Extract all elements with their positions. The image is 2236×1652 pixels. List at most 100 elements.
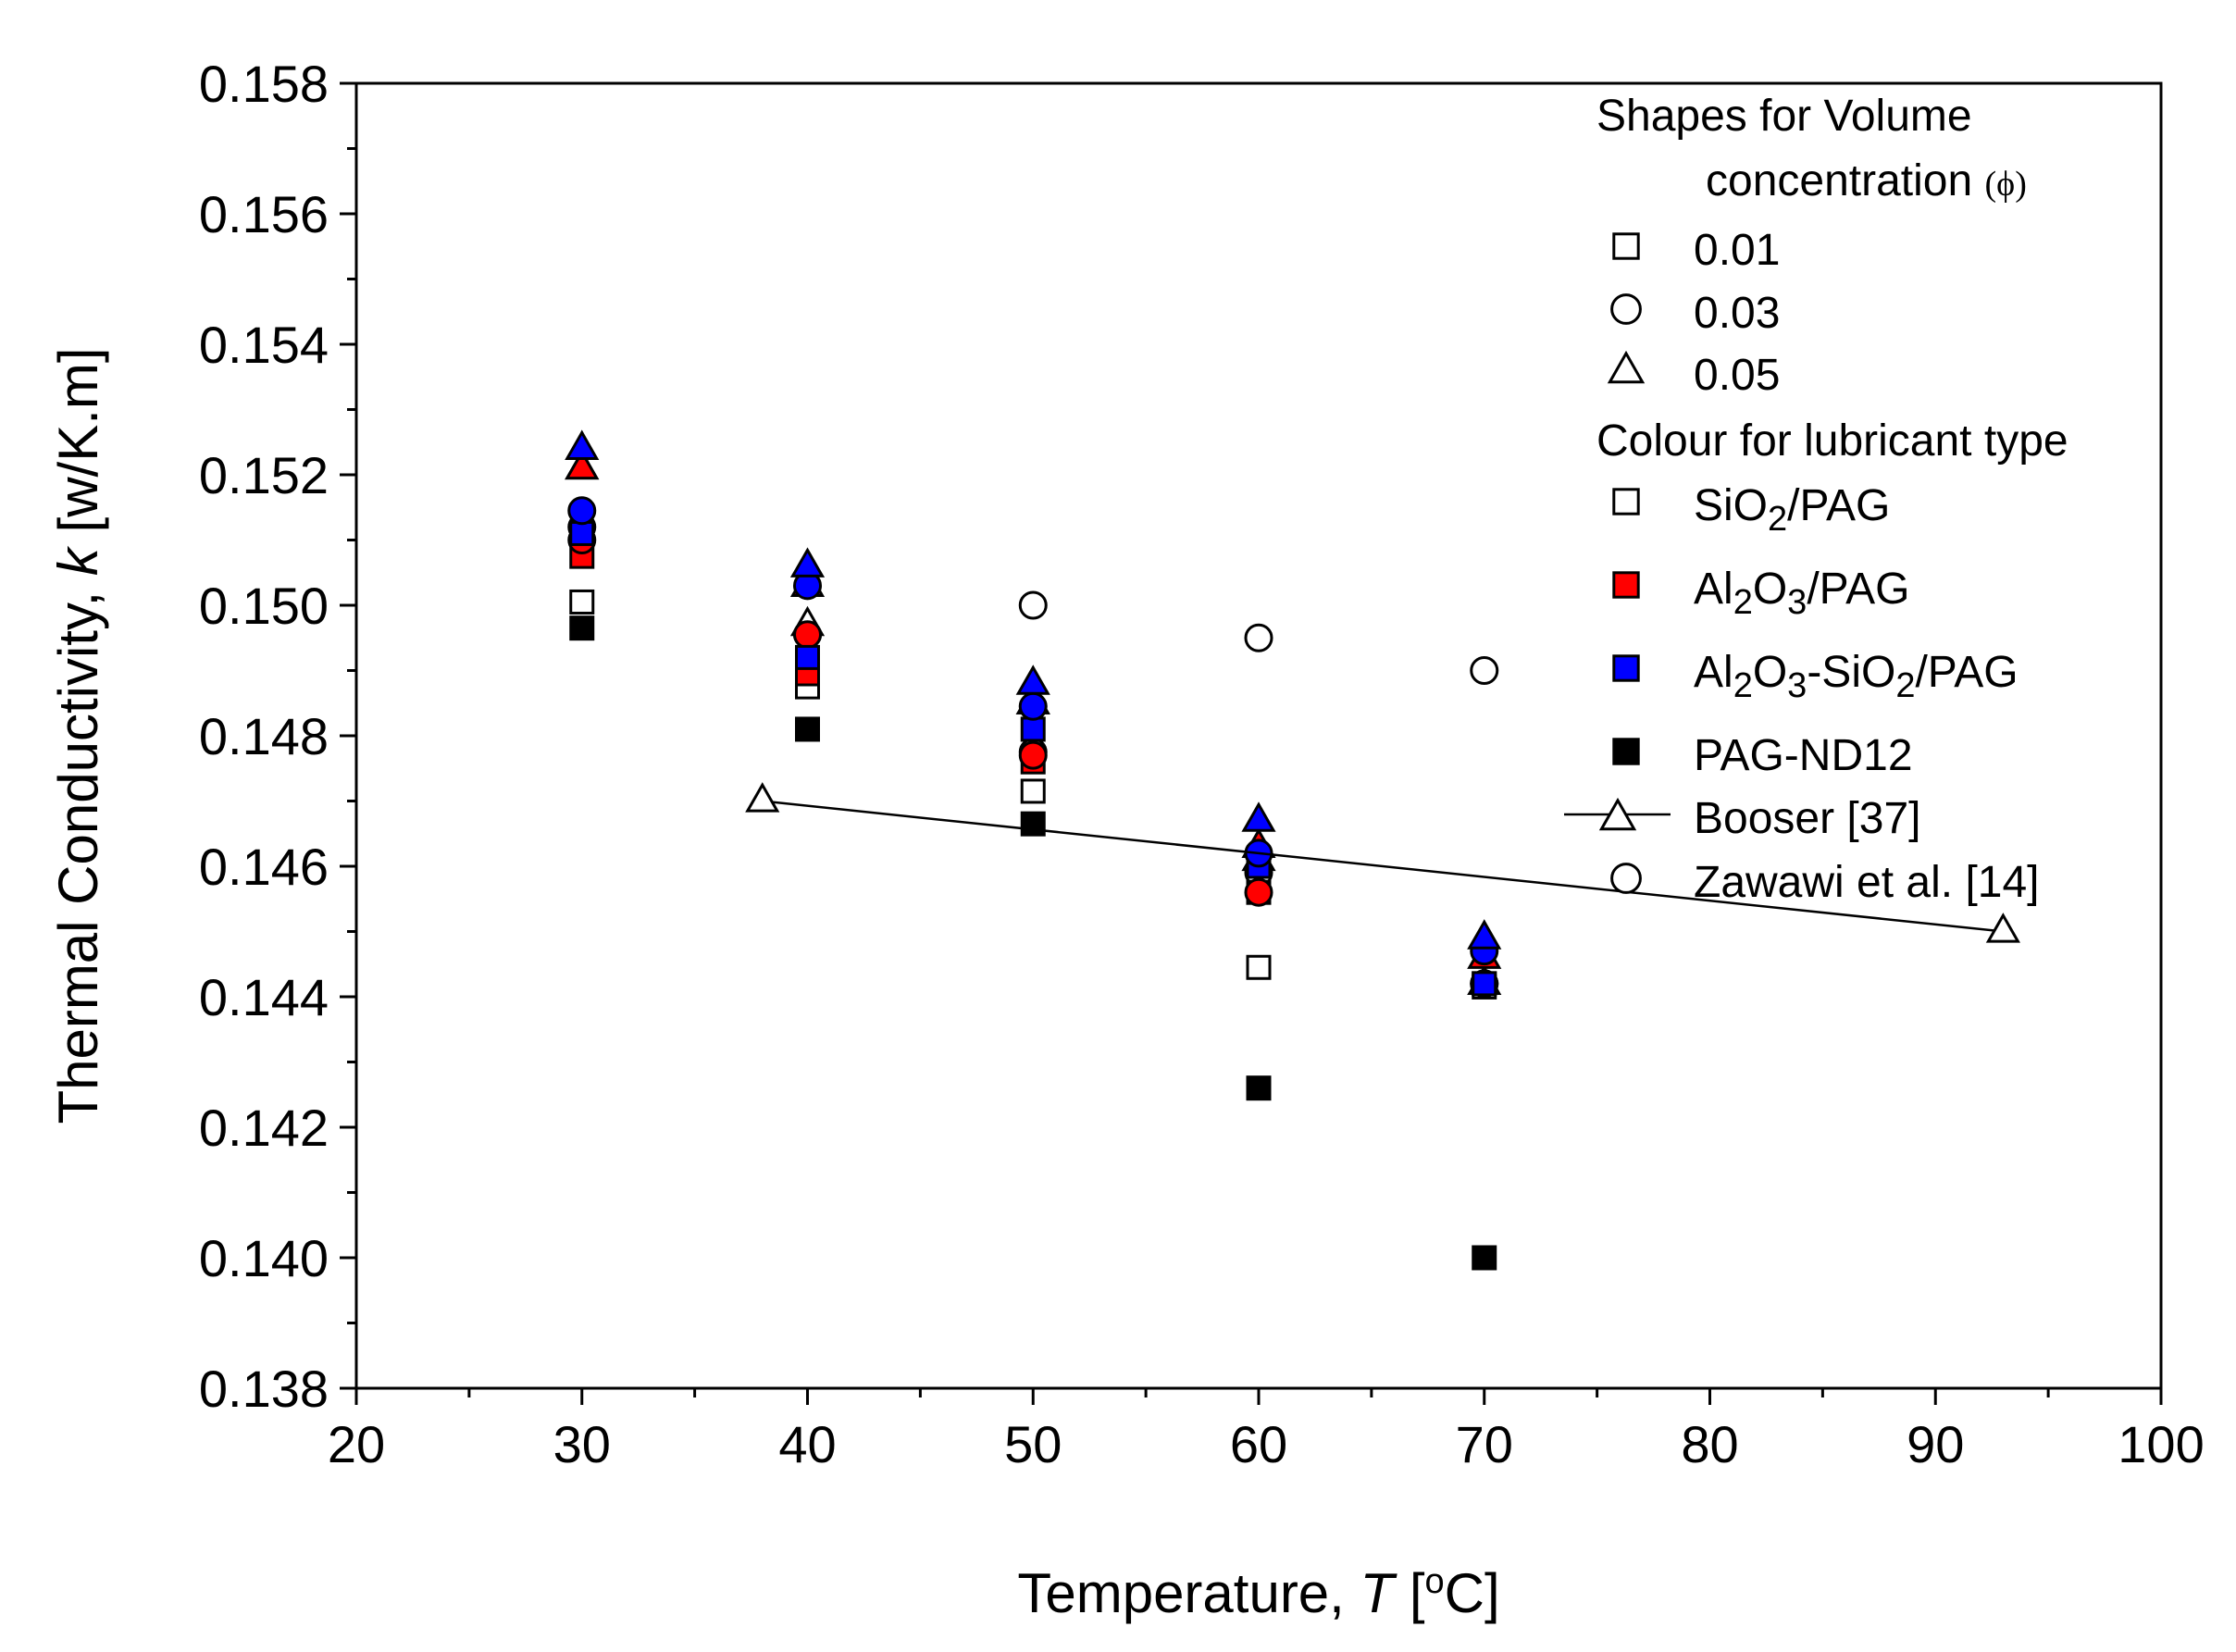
x-axis-title: Temperature, T [oC] bbox=[1017, 1562, 1499, 1624]
x-tick-label: 20 bbox=[328, 1415, 385, 1473]
label-part: O bbox=[1753, 565, 1787, 614]
data-point bbox=[789, 547, 826, 578]
label-part: O bbox=[1753, 648, 1787, 697]
y-title-prefix: Thermal Conductivity, bbox=[47, 576, 109, 1124]
legend-phi-symbol: (ϕ) bbox=[1985, 165, 2027, 204]
label-part: /PAG bbox=[1787, 481, 1890, 530]
data-point bbox=[1472, 971, 1497, 997]
y-tick-label: 0.154 bbox=[199, 316, 329, 374]
y-title-symbol: k bbox=[47, 545, 109, 576]
legend-shape-header-2: concentration (ϕ) bbox=[1706, 156, 2027, 205]
legend-marker-circle bbox=[1610, 293, 1642, 325]
label-part: PAG-ND12 bbox=[1694, 731, 1913, 780]
x-tick-label: 60 bbox=[1230, 1415, 1287, 1473]
y-tick-label: 0.156 bbox=[199, 185, 329, 243]
legend-marker-triangle bbox=[1598, 797, 1637, 831]
data-point bbox=[1467, 919, 1502, 950]
data-point bbox=[1472, 1245, 1497, 1271]
data-point bbox=[569, 615, 595, 641]
legend-marker-lubricant bbox=[1612, 738, 1640, 765]
data-point bbox=[569, 589, 595, 615]
legend-shape-label: 0.01 bbox=[1694, 226, 1780, 275]
label-part: SiO bbox=[1694, 481, 1768, 530]
data-point bbox=[1020, 716, 1046, 742]
data-point bbox=[569, 520, 595, 546]
data-point bbox=[1018, 740, 1048, 770]
series-sio2-pag-0-01 bbox=[569, 589, 1497, 1000]
x-title-degree: o bbox=[1425, 1562, 1445, 1601]
data-series bbox=[565, 429, 2020, 1271]
y-tick-label: 0.140 bbox=[199, 1229, 329, 1287]
legend-marker-lubricant bbox=[1612, 488, 1640, 515]
label-part: Al bbox=[1694, 565, 1733, 614]
y-tick-label: 0.148 bbox=[199, 707, 329, 765]
legend-lubricant-label: Al2O3-SiO2/PAG bbox=[1694, 648, 2019, 705]
data-point bbox=[565, 429, 600, 460]
label-part: 3 bbox=[1787, 583, 1807, 622]
label-part: Al bbox=[1694, 648, 1733, 697]
label-part: 2 bbox=[1895, 666, 1915, 705]
series-booser-37- bbox=[745, 782, 2020, 943]
legend-lubricant-label: PAG-ND12 bbox=[1694, 731, 1913, 780]
data-point bbox=[1470, 656, 1499, 685]
x-tick-label: 30 bbox=[553, 1415, 611, 1473]
x-title-symbol: T bbox=[1360, 1562, 1398, 1624]
legend-marker-lubricant bbox=[1612, 571, 1640, 599]
data-point bbox=[745, 782, 780, 813]
legend-shape-label: 0.05 bbox=[1694, 351, 1780, 400]
label-part: /PAG bbox=[1915, 648, 2018, 697]
x-title-unit-close: C] bbox=[1445, 1562, 1500, 1624]
label-part: 2 bbox=[1768, 500, 1787, 539]
x-tick-label: 90 bbox=[1907, 1415, 1964, 1473]
data-point bbox=[567, 496, 597, 526]
y-title-unit: [w/K.m] bbox=[47, 347, 109, 548]
x-tick-label: 80 bbox=[1681, 1415, 1738, 1473]
legend-reference-label: Zawawi et al. [14] bbox=[1694, 858, 2040, 907]
legend-colour-header: Colour for lubricant type bbox=[1596, 416, 2068, 466]
axis-titles: Temperature, T [oC] Thermal Conductivity,… bbox=[47, 347, 1500, 1624]
legend-marker-lubricant bbox=[1612, 654, 1640, 682]
legend-lubricant-label: SiO2/PAG bbox=[1694, 481, 1890, 539]
legend-marker-square bbox=[1612, 232, 1640, 260]
legend-shape-header-text: concentration bbox=[1706, 156, 1985, 205]
series-al2o3-sio2-pag-0-05 bbox=[565, 429, 1502, 950]
legend-marker-triangle bbox=[1607, 350, 1646, 384]
legend: Shapes for Volume concentration (ϕ) 0.01 0.… bbox=[1564, 92, 2068, 907]
y-tick-label: 0.158 bbox=[199, 55, 329, 113]
data-point bbox=[1244, 877, 1273, 907]
y-tick-label: 0.146 bbox=[199, 838, 329, 896]
x-tick-label: 40 bbox=[778, 1415, 836, 1473]
legend-lubricant-label: Al2O3/PAG bbox=[1694, 565, 1909, 622]
label-part: 2 bbox=[1733, 583, 1753, 622]
data-point bbox=[1015, 665, 1050, 695]
legend-shape-label: 0.03 bbox=[1694, 289, 1780, 338]
series-al2o3-sio2-pag-0-01 bbox=[569, 520, 1497, 997]
tick-labels: 20 30 40 50 60 70 80 90 100 0.138 0.140 0.142 0.144 0… bbox=[199, 55, 2205, 1473]
y-tick-label: 0.138 bbox=[199, 1360, 329, 1418]
legend-shape-header: Shapes for Volume bbox=[1596, 92, 1972, 141]
series-zawawi-et-al-14- bbox=[1018, 590, 1499, 685]
data-point bbox=[1244, 623, 1273, 652]
y-tick-label: 0.142 bbox=[199, 1099, 329, 1157]
legend-marker-circle bbox=[1610, 863, 1642, 894]
x-tick-label: 50 bbox=[1004, 1415, 1062, 1473]
data-point bbox=[1020, 778, 1046, 804]
series-line bbox=[762, 800, 2004, 933]
x-title-unit-open: [ bbox=[1394, 1562, 1425, 1624]
data-point bbox=[1985, 913, 2020, 943]
x-tick-label: 100 bbox=[2118, 1415, 2204, 1473]
label-part: 2 bbox=[1733, 666, 1753, 705]
x-tick-label: 70 bbox=[1456, 1415, 1513, 1473]
data-point bbox=[1018, 691, 1048, 721]
y-axis-title: Thermal Conductivity, k [w/K.m] bbox=[47, 347, 109, 1124]
data-point bbox=[1020, 811, 1046, 837]
y-tick-label: 0.144 bbox=[199, 968, 329, 1026]
data-point bbox=[1246, 1075, 1272, 1101]
legend-reference-label: Booser [37] bbox=[1694, 794, 1920, 843]
data-point bbox=[795, 644, 820, 670]
y-tick-label: 0.150 bbox=[199, 577, 329, 635]
data-point bbox=[793, 620, 822, 650]
data-point bbox=[565, 449, 600, 480]
x-title-prefix: Temperature, bbox=[1017, 1562, 1360, 1624]
